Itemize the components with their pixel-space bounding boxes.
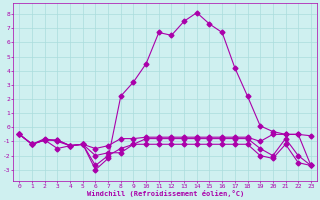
X-axis label: Windchill (Refroidissement éolien,°C): Windchill (Refroidissement éolien,°C) xyxy=(86,190,244,197)
